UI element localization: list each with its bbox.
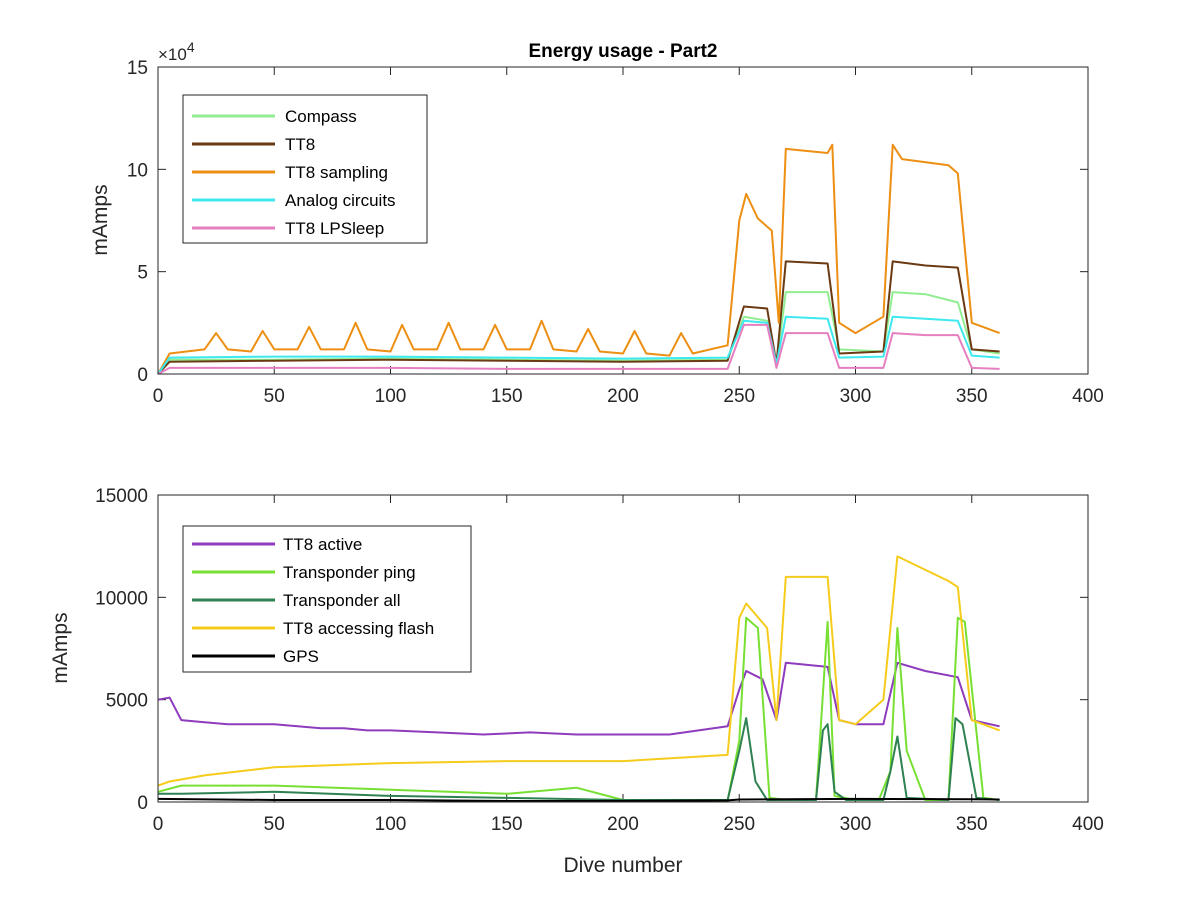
chart-title: Energy usage - Part2 bbox=[528, 41, 717, 62]
y-tick-label: 5000 bbox=[106, 691, 148, 712]
x-axis-label-bottom: Dive number bbox=[563, 854, 682, 877]
legend-top: Compass TT8 TT8 sampling Analog circuits TT8… bbox=[182, 94, 428, 244]
legend-entry: Compass bbox=[285, 107, 357, 126]
series-group-bottom bbox=[157, 555, 1000, 802]
axis-ticks-top: 0 50 100 150 200 250 300 350 400 0 5 10 15 bbox=[127, 58, 1104, 407]
y-tick-label: 0 bbox=[137, 365, 148, 386]
axis-ticks-bottom: 0 50 100 150 200 250 300 350 400 0 5000 10000 15000 bbox=[95, 486, 1104, 835]
legend-bottom: TT8 active Transponder ping Transponder al… bbox=[182, 525, 472, 673]
x-tick-label: 350 bbox=[956, 814, 988, 835]
legend-entry: GPS bbox=[283, 647, 319, 666]
y-axis-label-top: mAmps bbox=[89, 184, 112, 255]
legend-entry: TT8 sampling bbox=[285, 163, 388, 182]
legend-entry: Transponder ping bbox=[283, 563, 416, 582]
x-tick-label: 350 bbox=[956, 386, 988, 407]
chart-bottom: Dive number mAmps 0 50 100 150 200 250 300 350 4… bbox=[49, 486, 1104, 877]
y-exponent-base: ×10 bbox=[158, 45, 187, 64]
x-tick-label: 300 bbox=[840, 814, 872, 835]
x-tick-label: 250 bbox=[723, 386, 755, 407]
x-tick-label: 400 bbox=[1072, 814, 1104, 835]
x-tick-label: 400 bbox=[1072, 386, 1104, 407]
y-tick-label: 10 bbox=[127, 160, 148, 181]
x-tick-label: 50 bbox=[264, 386, 285, 407]
x-tick-label: 150 bbox=[491, 814, 523, 835]
x-tick-label: 50 bbox=[264, 814, 285, 835]
y-tick-label: 15 bbox=[127, 58, 148, 79]
y-exponent-power: 4 bbox=[187, 39, 195, 55]
legend-entry: TT8 bbox=[285, 135, 315, 154]
series-group-top bbox=[157, 143, 1000, 375]
y-tick-label: 5 bbox=[137, 263, 148, 284]
series-line-tt8-sampling bbox=[157, 143, 1000, 375]
y-axis-label-bottom: mAmps bbox=[49, 612, 72, 683]
chart-top: Energy usage - Part2 mAmps ×104 0 50 100 15… bbox=[89, 39, 1104, 407]
legend-entry: Transponder all bbox=[283, 591, 401, 610]
y-tick-label: 10000 bbox=[95, 588, 148, 609]
series-line-gps bbox=[157, 797, 1000, 802]
x-tick-label: 150 bbox=[491, 386, 523, 407]
legend-entry: TT8 active bbox=[283, 535, 362, 554]
y-tick-label: 0 bbox=[137, 793, 148, 814]
series-line-lpsleep bbox=[157, 323, 1000, 375]
plot-border-bottom bbox=[157, 494, 1089, 803]
y-exponent-label: ×104 bbox=[158, 39, 195, 64]
x-tick-label: 250 bbox=[723, 814, 755, 835]
series-line-tt8-active bbox=[157, 661, 1000, 736]
legend-box bbox=[182, 94, 428, 244]
x-tick-label: 300 bbox=[840, 386, 872, 407]
legend-entry: Analog circuits bbox=[285, 191, 396, 210]
x-tick-label: 0 bbox=[153, 386, 164, 407]
x-tick-label: 100 bbox=[375, 386, 407, 407]
y-tick-label: 15000 bbox=[95, 486, 148, 507]
series-line-flash bbox=[157, 555, 1000, 787]
plot-border-top bbox=[157, 66, 1089, 375]
x-tick-label: 200 bbox=[607, 814, 639, 835]
x-tick-label: 200 bbox=[607, 386, 639, 407]
legend-entry: TT8 LPSleep bbox=[285, 219, 384, 238]
x-tick-label: 0 bbox=[153, 814, 164, 835]
legend-entry: TT8 accessing flash bbox=[283, 619, 434, 638]
x-tick-label: 100 bbox=[375, 814, 407, 835]
